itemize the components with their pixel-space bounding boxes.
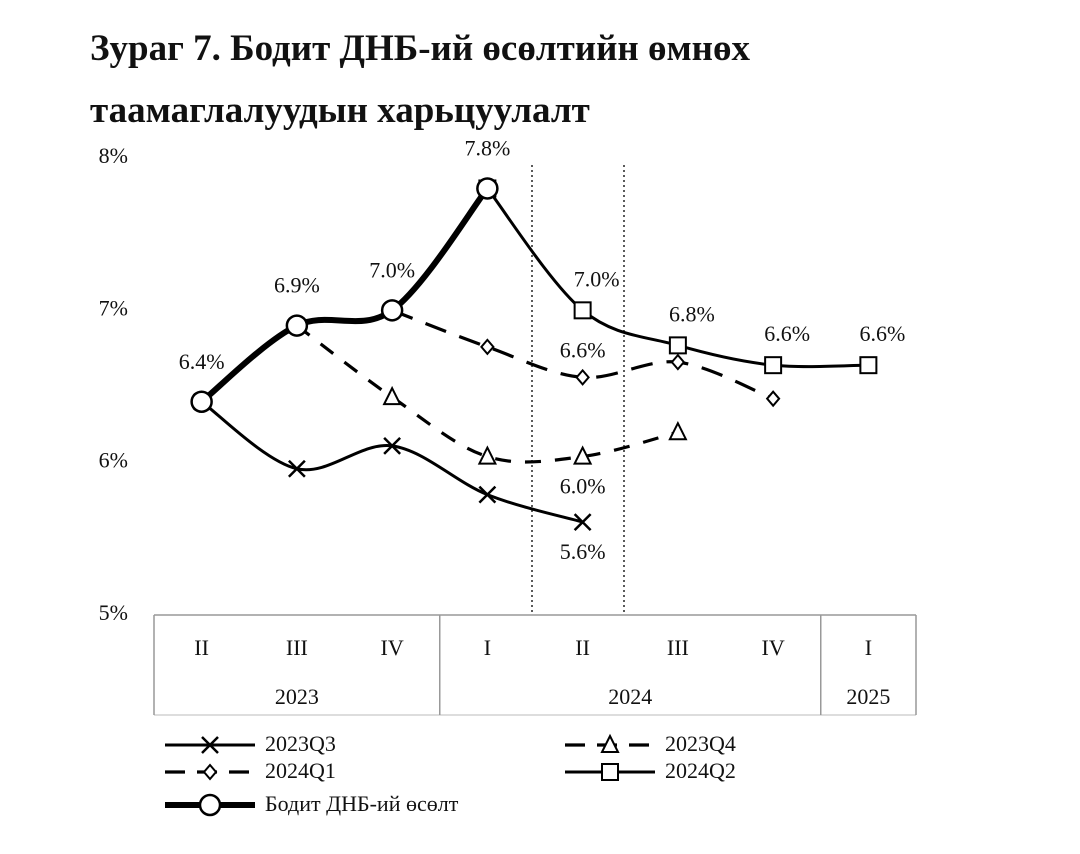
year-label: 2025 xyxy=(846,684,890,709)
y-tick-label: 7% xyxy=(99,295,128,320)
data-label: 6.0% xyxy=(560,474,606,499)
x-tick-label: I xyxy=(484,635,491,660)
data-label: 7.0% xyxy=(574,266,620,291)
series-line xyxy=(391,308,774,401)
x-tick-label: III xyxy=(286,635,308,660)
marker xyxy=(573,445,593,465)
marker xyxy=(190,390,213,413)
x-tick-label: I xyxy=(865,635,872,660)
series-line xyxy=(295,324,679,464)
legend-label: 2023Q4 xyxy=(665,731,736,756)
marker xyxy=(668,336,687,355)
data-label: 6.6% xyxy=(859,321,905,346)
y-tick-label: 6% xyxy=(99,448,128,473)
marker xyxy=(380,299,404,322)
marker xyxy=(480,338,495,356)
marker xyxy=(476,177,499,200)
marker xyxy=(198,793,222,817)
legend-label: 2024Q2 xyxy=(665,758,736,783)
marker xyxy=(573,301,592,320)
x-tick-label: IV xyxy=(762,635,785,660)
marker xyxy=(201,736,219,754)
marker xyxy=(382,385,402,406)
series-line xyxy=(199,186,490,405)
marker xyxy=(478,485,497,504)
year-label: 2023 xyxy=(275,684,319,709)
marker xyxy=(601,763,619,781)
legend-label: 2024Q1 xyxy=(265,758,336,783)
marker xyxy=(575,368,590,386)
marker xyxy=(573,513,592,531)
data-label: 6.8% xyxy=(669,301,715,326)
x-tick-label: II xyxy=(194,635,209,660)
data-label: 6.4% xyxy=(179,349,225,374)
marker xyxy=(764,356,783,375)
data-label: 6.6% xyxy=(764,321,810,346)
marker xyxy=(287,459,306,478)
y-tick-label: 5% xyxy=(99,600,128,625)
marker xyxy=(668,420,688,441)
marker xyxy=(477,445,497,465)
legend-label: 2023Q3 xyxy=(265,731,336,756)
x-tick-label: II xyxy=(575,635,590,660)
marker xyxy=(670,353,686,371)
legend-label: Бодит ДНБ-ий өсөлт xyxy=(265,791,459,816)
marker xyxy=(383,437,402,455)
x-tick-label: III xyxy=(667,635,689,660)
y-tick-label: 8% xyxy=(99,143,128,168)
data-label: 6.6% xyxy=(560,337,606,362)
year-label: 2024 xyxy=(608,684,652,709)
data-label: 7.0% xyxy=(369,257,415,282)
marker xyxy=(859,356,878,375)
data-label: 7.8% xyxy=(464,136,510,161)
chart-title: Зураг 7. Бодит ДНБ-ий өсөлтийн өмнөх таа… xyxy=(90,28,751,131)
marker xyxy=(765,390,781,408)
marker xyxy=(600,733,620,753)
x-tick-label: IV xyxy=(381,635,404,660)
data-label: 5.6% xyxy=(560,539,606,564)
data-label: 6.9% xyxy=(274,273,320,298)
marker xyxy=(202,763,218,781)
marker xyxy=(285,314,309,337)
